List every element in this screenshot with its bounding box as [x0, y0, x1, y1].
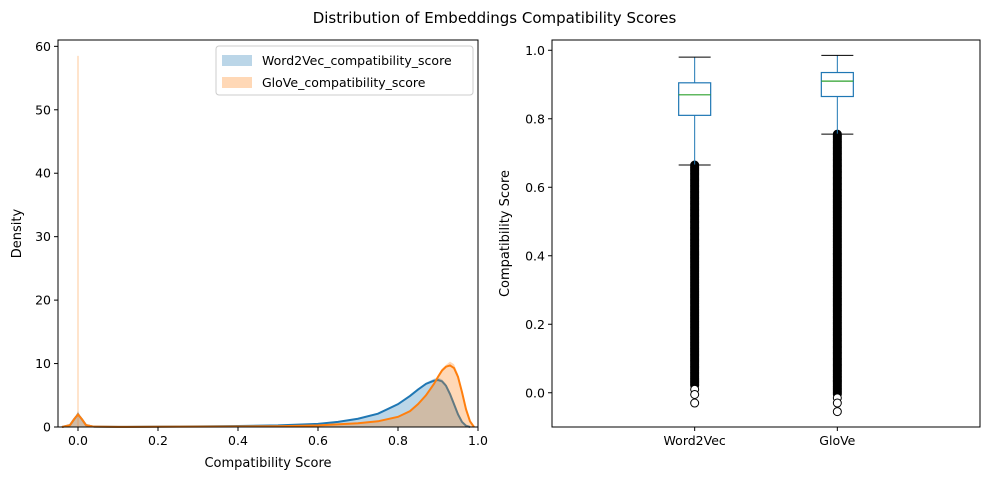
x-tick-label: 0.6: [308, 433, 328, 448]
legend: Word2Vec_compatibility_score GloVe_compat…: [215, 45, 474, 96]
y-tick-label: 60: [35, 39, 51, 54]
iqr-box: [678, 82, 712, 116]
outliers-word2vec: [690, 160, 700, 408]
y-tick-label: 10: [35, 356, 51, 371]
y-tick-label: 40: [35, 166, 51, 181]
x-tick-label: 0.8: [388, 433, 408, 448]
y-tick-label: 0.8: [525, 111, 545, 126]
figure-title: Distribution of Embeddings Compatibility…: [313, 9, 677, 27]
legend-swatch-0: [222, 55, 252, 66]
legend-label-1: GloVe_compatibility_score: [262, 75, 426, 90]
axes-frame: [551, 39, 981, 428]
y-axis-label: Density: [10, 208, 25, 258]
density-chart: 0.0 0.2 0.4 0.6 0.8 1.0 0 10 20 30 40 50 60 Compatibi…: [10, 39, 488, 471]
y-tick-label: 50: [35, 102, 51, 117]
x-tick-label: 0.4: [228, 433, 248, 448]
outlier: [690, 398, 700, 408]
hist-area-1: [62, 361, 474, 427]
y-tick-label: 0.6: [525, 180, 545, 195]
box-chart: Word2Vec GloVe 0.0 0.2 0.4 0.6 0.8 1.0 Compatibi…: [498, 39, 981, 448]
y-tick-label: 0.4: [525, 248, 545, 263]
y-tick-label: 1.0: [525, 43, 545, 58]
kde-line-1: [61, 364, 475, 428]
legend-label-0: Word2Vec_compatibility_score: [262, 53, 452, 68]
x-tick-label: 0.0: [68, 433, 88, 448]
y-tick-label: 0: [43, 420, 51, 435]
y-tick-label: 0.2: [525, 317, 545, 332]
x-axis-label: Compatibility Score: [204, 456, 331, 471]
y-tick-label: 20: [35, 293, 51, 308]
y-tick-label: 30: [35, 229, 51, 244]
x-tick-label: Word2Vec: [664, 433, 726, 448]
iqr-box: [820, 71, 854, 98]
legend-box: [215, 45, 474, 96]
hist-spike-1: [77, 55, 79, 427]
box-word2vec: [678, 56, 712, 408]
x-tick-label: GloVe: [819, 433, 855, 448]
axes-frame: [57, 39, 479, 428]
y-axis-label: Compatibility Score: [498, 170, 513, 297]
outliers-glove: [832, 129, 842, 417]
y-tick-label: 0.0: [525, 385, 545, 400]
outlier: [832, 398, 842, 408]
legend-swatch-1: [222, 77, 252, 88]
x-tick-label: 0.2: [148, 433, 168, 448]
box-glove: [820, 54, 854, 417]
outlier: [690, 389, 700, 399]
outlier: [832, 407, 842, 417]
x-tick-label: 1.0: [468, 433, 488, 448]
